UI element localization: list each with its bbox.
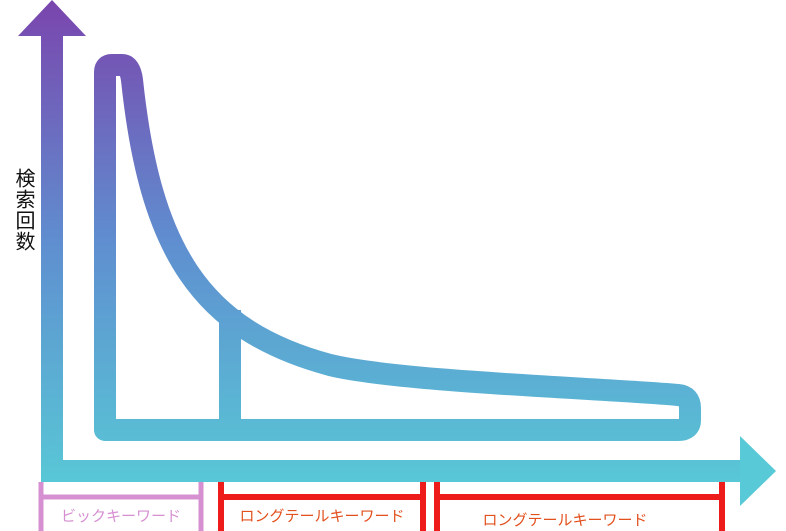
x-axis-arrow: [740, 436, 776, 506]
y-axis-label: 検索回数: [12, 168, 36, 252]
segment-label: ビックキーワード: [61, 507, 181, 525]
long-tail-curve: [94, 54, 701, 441]
segment-label: ロングテールキーワード: [482, 511, 647, 529]
segment-label: ロングテールキーワード: [239, 507, 404, 525]
y-axis-arrow: [18, 0, 86, 36]
big-keyword-bracket: [38, 482, 204, 531]
long-tail-bracket-2: [434, 482, 725, 531]
long-tail-bracket-1: [218, 482, 426, 531]
